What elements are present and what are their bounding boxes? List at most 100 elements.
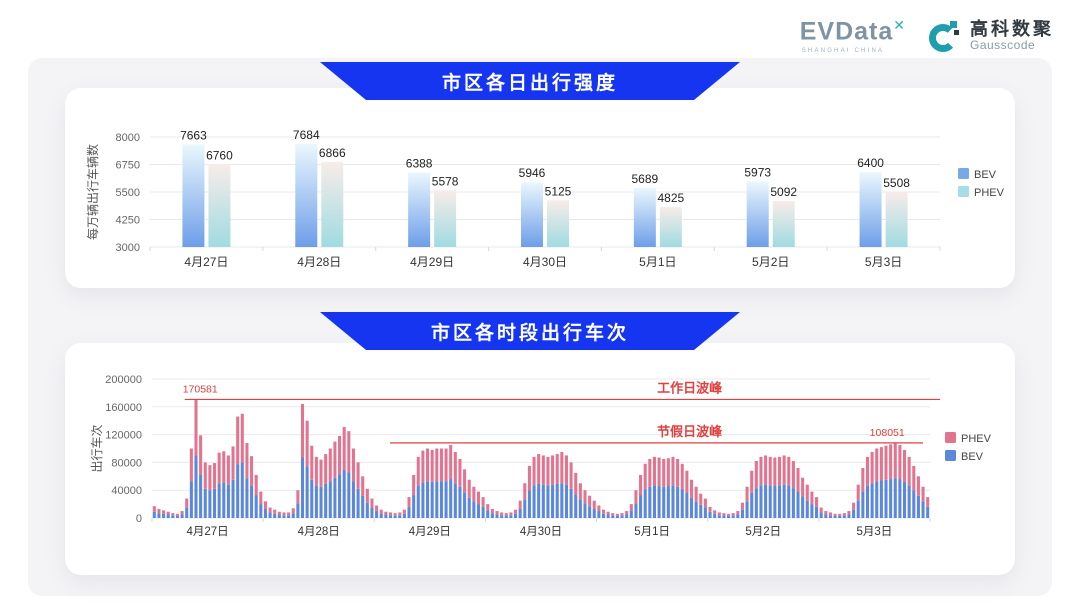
bar-bev bbox=[634, 503, 638, 518]
bar-phev bbox=[601, 509, 606, 514]
bar-bev bbox=[523, 499, 527, 518]
bar-phev bbox=[546, 456, 550, 486]
bar-bev bbox=[333, 477, 337, 518]
bar-phev bbox=[773, 457, 777, 487]
gausscode-name-cn: 高科数聚 bbox=[970, 19, 1054, 40]
bar-phev bbox=[449, 445, 453, 480]
evdata-logo: EVData✕ SHANGHAI CHINA bbox=[800, 18, 906, 53]
bar-phev bbox=[310, 445, 314, 480]
bar-value-label: 5578 bbox=[432, 174, 459, 188]
legend-item-bev[interactable]: BEV bbox=[945, 450, 984, 463]
bar-bev bbox=[805, 500, 809, 518]
bar-bev bbox=[796, 491, 800, 518]
bar-phev bbox=[583, 490, 587, 504]
bar-phev bbox=[240, 413, 244, 463]
bar-bev bbox=[657, 486, 661, 518]
bar-bev bbox=[347, 472, 351, 518]
bar-phev bbox=[772, 200, 795, 247]
bar-bev bbox=[801, 496, 805, 518]
bar-bev bbox=[472, 501, 476, 518]
bar-phev bbox=[727, 513, 731, 516]
bar-value-label: 5508 bbox=[883, 176, 910, 190]
bar-phev bbox=[486, 504, 490, 511]
banner-daily-title: 市区各日出行强度 bbox=[441, 72, 618, 94]
bar-phev bbox=[175, 513, 179, 516]
bar-bev bbox=[324, 483, 328, 518]
bar-phev bbox=[467, 479, 471, 498]
header: EVData✕ SHANGHAI CHINA 高科数聚 Gausscode bbox=[800, 14, 1054, 58]
bar-bev bbox=[319, 486, 323, 518]
legend-label: PHEV bbox=[974, 187, 1005, 199]
hourly-trips-chart: 0 40000 80000 120000 160000 200000 出行车次 4月27日 4月… bbox=[89, 374, 992, 538]
annotation-label: 工作日波峰 bbox=[657, 380, 723, 395]
bar-bev bbox=[240, 462, 244, 518]
bar-phev bbox=[444, 448, 448, 482]
legend-item-bev[interactable]: BEV bbox=[958, 168, 997, 181]
bar-value-label: 5946 bbox=[519, 166, 546, 180]
bar-phev bbox=[611, 513, 615, 516]
bar-bev bbox=[875, 481, 879, 518]
bar-bev bbox=[699, 504, 703, 518]
bar-phev bbox=[796, 467, 800, 492]
bar-bev bbox=[787, 485, 791, 518]
bar-phev bbox=[356, 462, 360, 489]
bar-phev bbox=[421, 450, 425, 483]
bar-phev bbox=[606, 511, 610, 515]
bar-bev bbox=[736, 514, 740, 518]
bar-bev bbox=[666, 486, 670, 518]
bar-bev bbox=[222, 482, 226, 518]
bar-bev bbox=[750, 492, 754, 518]
bar-phev bbox=[578, 483, 582, 500]
bar-bev bbox=[509, 515, 513, 518]
bar-value-label: 4825 bbox=[658, 191, 685, 205]
bar-bev bbox=[791, 488, 795, 518]
legend-item-phev[interactable]: PHEV bbox=[945, 432, 992, 445]
bar-phev bbox=[842, 513, 846, 516]
bar-bev bbox=[504, 515, 508, 518]
bar-phev bbox=[629, 504, 633, 511]
bar-phev bbox=[879, 447, 883, 481]
bar-bev bbox=[365, 502, 369, 518]
gausscode-text: 高科数聚 Gausscode bbox=[970, 20, 1054, 51]
bar-bev bbox=[379, 513, 383, 518]
bar-phev bbox=[490, 508, 494, 514]
bar-phev bbox=[708, 506, 712, 512]
legend-item-phev[interactable]: PHEV bbox=[958, 186, 1005, 199]
bar-bev bbox=[426, 481, 430, 518]
bar-bev bbox=[615, 515, 619, 518]
bar-bev bbox=[194, 455, 198, 518]
bar-phev bbox=[273, 509, 277, 514]
bar-phev bbox=[898, 445, 902, 480]
annotation-value: 170581 bbox=[183, 383, 218, 395]
bar-bev bbox=[810, 504, 814, 518]
bar-bev bbox=[273, 513, 277, 518]
bar-bev bbox=[884, 479, 888, 518]
bar-phev bbox=[745, 486, 749, 502]
bar-value-label: 6388 bbox=[406, 156, 433, 170]
legend-swatch-bev bbox=[945, 450, 956, 461]
bar-bev bbox=[597, 511, 601, 518]
bar-bev bbox=[833, 515, 837, 518]
gausscode-name-en: Gausscode bbox=[970, 38, 1036, 53]
bar-phev bbox=[722, 513, 726, 516]
bar-value-label: 7684 bbox=[293, 128, 320, 142]
bar-phev bbox=[194, 399, 198, 456]
legend-label: PHEV bbox=[961, 433, 992, 445]
legend-swatch-bev bbox=[958, 168, 969, 179]
bar-bev bbox=[476, 504, 481, 518]
y-tick-label: 160000 bbox=[105, 402, 142, 414]
bar-bev bbox=[226, 484, 230, 518]
y-tick-label: 5500 bbox=[116, 187, 140, 199]
bar-phev bbox=[639, 474, 643, 496]
bar-bev bbox=[819, 512, 823, 518]
bar-phev bbox=[453, 451, 457, 484]
bar-bev bbox=[879, 480, 883, 518]
bar-phev bbox=[921, 486, 925, 502]
bar-phev bbox=[518, 500, 522, 509]
bar-bev bbox=[500, 515, 504, 518]
bar-phev bbox=[171, 513, 175, 516]
evdata-x-icon: ✕ bbox=[893, 17, 906, 34]
x-tick-label: 5月3日 bbox=[857, 526, 893, 538]
bar-bev bbox=[291, 513, 295, 518]
bar-phev bbox=[189, 448, 193, 482]
